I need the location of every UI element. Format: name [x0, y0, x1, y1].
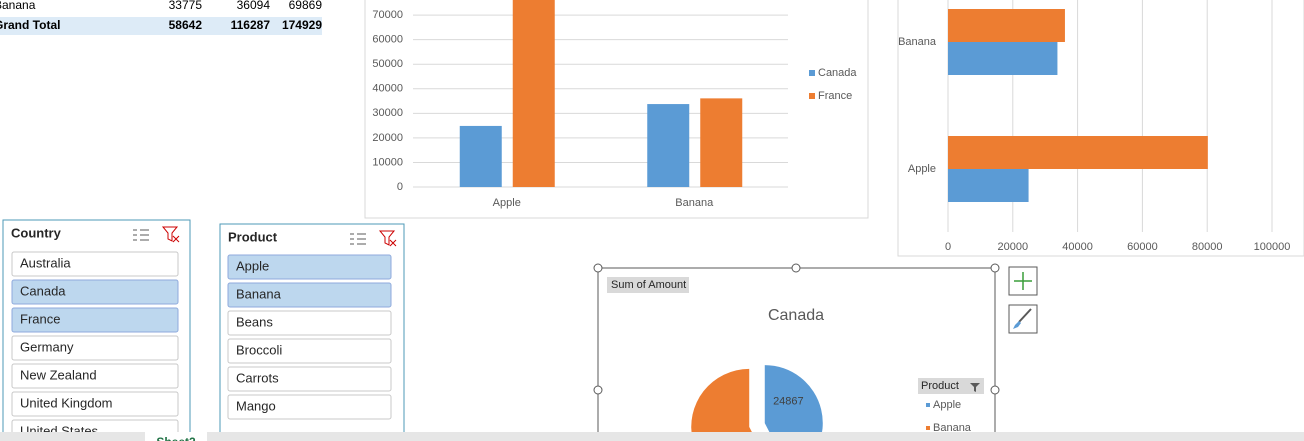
- clear-filter-icon[interactable]: [378, 230, 397, 247]
- slicer-item[interactable]: [11, 363, 179, 389]
- slicer-item[interactable]: [11, 251, 179, 277]
- field-button-label: Sum of Amount: [611, 279, 686, 291]
- bar: [459, 125, 502, 187]
- legend-label: Banana: [933, 422, 972, 434]
- data-label: 24867: [773, 396, 804, 408]
- y-tick-label: 20000: [372, 132, 403, 144]
- slicer-item-label[interactable]: Carrots: [236, 370, 279, 385]
- slicer-item[interactable]: [11, 307, 179, 333]
- slicer-item-label[interactable]: Canada: [20, 283, 66, 298]
- pie-handles: [593, 263, 1000, 395]
- multi-select-icon[interactable]: [350, 233, 366, 245]
- y-tick-label: Apple: [908, 163, 936, 175]
- slicer-title: Product: [228, 229, 278, 244]
- slicer-item[interactable]: [227, 282, 392, 308]
- pivot-value: 174929: [282, 18, 322, 32]
- pivot-value: 69869: [289, 0, 323, 12]
- legend-swatch: [926, 403, 930, 407]
- slicer-item[interactable]: [227, 310, 392, 336]
- sheet-tab[interactable]: [145, 432, 207, 441]
- sheet-tab-label[interactable]: Sheet2: [156, 435, 196, 441]
- slicer-item-label[interactable]: United Kingdom: [20, 395, 113, 410]
- slicer-item-label[interactable]: New Zealand: [20, 367, 97, 382]
- slicer-item[interactable]: [227, 366, 392, 392]
- legend-label: France: [818, 90, 852, 102]
- slicer-item-label[interactable]: Mango: [236, 398, 276, 413]
- bar: [647, 104, 690, 187]
- x-tick-label: 40000: [1062, 241, 1093, 253]
- pivot-row-label: Grand Total: [0, 18, 60, 32]
- x-tick-label: Apple: [493, 197, 521, 209]
- slicer-item-label[interactable]: Banana: [236, 286, 282, 301]
- bar: [948, 136, 1208, 169]
- column-chart-frame[interactable]: [364, 0, 869, 219]
- filter-icon: [970, 383, 980, 392]
- chart-elements-button[interactable]: [1008, 266, 1038, 296]
- x-tick-label: 60000: [1127, 241, 1158, 253]
- pie-title: Canada: [768, 307, 824, 324]
- slicer-item[interactable]: [11, 335, 179, 361]
- slicer-item-label[interactable]: Australia: [20, 255, 71, 270]
- y-tick-label: 60000: [372, 34, 403, 46]
- y-tick-label: Banana: [898, 36, 937, 48]
- slicer-item-label[interactable]: France: [20, 311, 60, 326]
- legend-label: Apple: [933, 399, 961, 411]
- slicer-item[interactable]: [11, 391, 179, 417]
- bar: [948, 9, 1065, 42]
- field-button[interactable]: [607, 277, 689, 293]
- pivot-value: 58642: [169, 18, 203, 32]
- legend-swatch: [809, 93, 815, 99]
- y-tick-label: 10000: [372, 156, 403, 168]
- pie-slice: [764, 365, 823, 441]
- legend-title: Product: [921, 380, 959, 392]
- pie-slice: [691, 368, 757, 441]
- pivot-row-label: Banana: [0, 0, 36, 12]
- clear-filter-icon[interactable]: [161, 226, 180, 243]
- bar: [700, 98, 743, 187]
- bar: [948, 169, 1029, 202]
- slicer-title: Country: [11, 225, 62, 240]
- chart-styles-button[interactable]: [1008, 304, 1038, 334]
- slicer-item[interactable]: [227, 338, 392, 364]
- x-tick-label: 100000: [1254, 241, 1291, 253]
- pivot-value: 36094: [237, 0, 271, 12]
- bar: [948, 42, 1058, 75]
- slicer-item[interactable]: [227, 394, 392, 420]
- y-tick-label: 70000: [372, 9, 403, 21]
- legend-field-button[interactable]: [918, 378, 984, 394]
- x-tick-label: 20000: [998, 241, 1029, 253]
- slicer-item[interactable]: [227, 254, 392, 280]
- bar: [512, 0, 555, 187]
- y-tick-label: 30000: [372, 107, 403, 119]
- sheet-tab-bar: [0, 432, 1304, 441]
- slicer-item-label[interactable]: Beans: [236, 314, 273, 329]
- y-tick-label: 50000: [372, 58, 403, 70]
- legend-swatch: [809, 70, 815, 76]
- x-tick-label: 80000: [1192, 241, 1223, 253]
- legend-label: Canada: [818, 67, 857, 79]
- pivot-value: 116287: [231, 18, 271, 32]
- slicer-item[interactable]: [11, 279, 179, 305]
- y-tick-label: 0: [397, 181, 403, 193]
- slicer-item-label[interactable]: Germany: [20, 339, 74, 354]
- legend-swatch: [926, 426, 930, 430]
- y-tick-label: 40000: [372, 83, 403, 95]
- x-tick-label: Banana: [675, 197, 714, 209]
- slicer-item-label[interactable]: Apple: [236, 258, 269, 273]
- slicer-item-label[interactable]: Broccoli: [236, 342, 282, 357]
- pivot-value: 33775: [169, 0, 203, 12]
- grand-total-band: [0, 17, 322, 35]
- multi-select-icon[interactable]: [133, 229, 149, 241]
- x-tick-label: 0: [945, 241, 951, 253]
